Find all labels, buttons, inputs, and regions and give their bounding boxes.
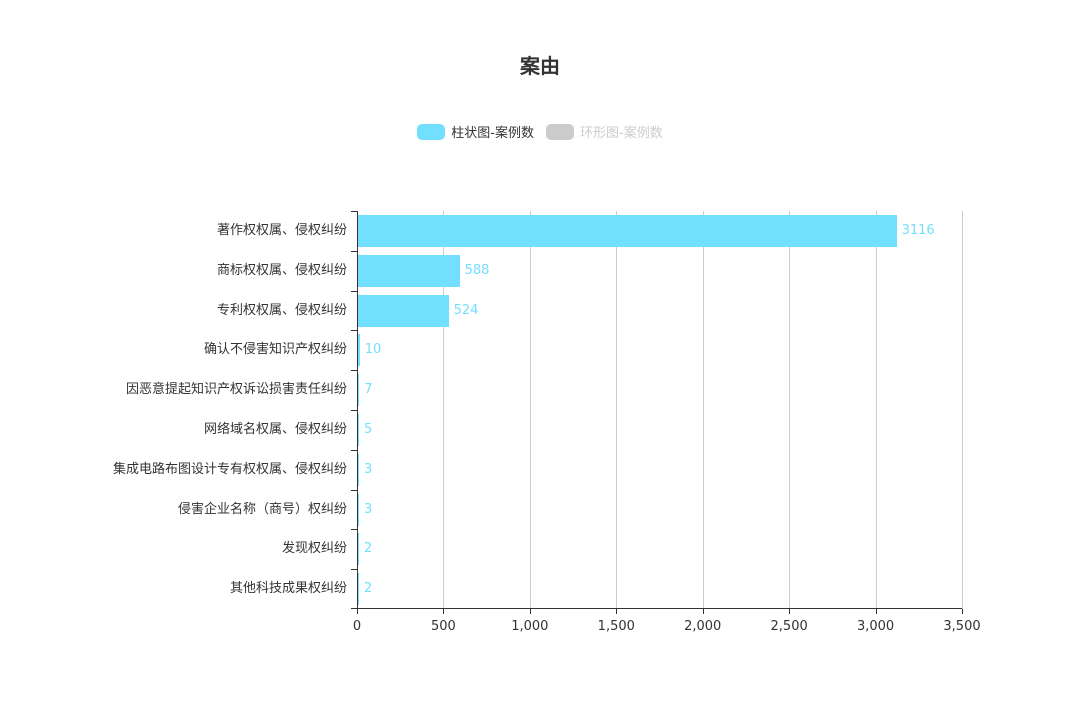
gridline [443, 211, 445, 609]
x-tick [789, 609, 791, 614]
category-label: 商标权权属、侵权纠纷 [216, 262, 347, 278]
x-tick-label: 500 [431, 619, 456, 634]
x-tick-label: 1,000 [511, 619, 549, 634]
bar[interactable] [358, 374, 360, 407]
x-tick-label: 2,000 [684, 619, 722, 634]
bar-value-label: 3 [364, 501, 373, 517]
x-axis-line [351, 608, 962, 609]
gridline [616, 211, 618, 609]
x-tick [962, 609, 963, 614]
chart-title: 案由 [520, 54, 560, 78]
x-tick [875, 609, 877, 614]
y-tick [351, 211, 357, 212]
bar-value-label: 2 [364, 581, 373, 597]
legend-swatch-bar [417, 123, 446, 140]
bar[interactable] [358, 533, 359, 566]
bar[interactable] [358, 294, 449, 327]
y-tick [351, 290, 357, 292]
category-label: 著作权权属、侵权纠纷 [216, 223, 347, 238]
y-tick [351, 330, 357, 332]
bar-value-label: 2 [364, 541, 373, 557]
plot-area: 3116 588 524 10 7 5 3 3 2 2 [351, 211, 963, 614]
legend: 柱状图-案例数 环形图-案例数 [0, 122, 1080, 141]
y-tick [351, 250, 357, 252]
y-tick [351, 410, 357, 411]
legend-label-bar: 柱状图-案例数 [451, 126, 534, 141]
x-tick [616, 609, 618, 614]
y-tick [351, 370, 357, 372]
category-label: 侵害企业名称（商号）权纠纷 [177, 501, 347, 517]
y-axis-line [357, 211, 358, 609]
bar-value-label: 3116 [901, 223, 935, 238]
category-label: 因恶意提起知识产权诉讼损害责任纠纷 [125, 382, 347, 398]
bar[interactable] [358, 453, 359, 486]
legend-item-ring[interactable]: 环形图-案例数 [546, 122, 663, 141]
category-label: 网络域名权属、侵权纠纷 [203, 422, 347, 437]
bar-value-label: 7 [364, 382, 373, 398]
bar[interactable] [358, 334, 360, 367]
category-label: 集成电路布图设计专有权权属、侵权纠纷 [112, 461, 347, 477]
x-tick-label: 3,500 [943, 619, 981, 634]
x-tick [702, 609, 704, 614]
bar-value-label: 10 [364, 342, 382, 358]
y-tick [351, 449, 357, 451]
gridline [962, 211, 963, 609]
gridline [789, 211, 791, 609]
legend-item-bar[interactable]: 柱状图-案例数 [417, 122, 534, 141]
x-tick [529, 609, 531, 614]
x-tick [443, 609, 445, 614]
bar[interactable] [358, 493, 359, 526]
bar[interactable] [358, 414, 359, 446]
category-label: 确认不侵害知识产权纠纷 [203, 342, 347, 358]
legend-label-ring: 环形图-案例数 [580, 126, 663, 141]
bar[interactable] [358, 254, 460, 287]
bar[interactable] [358, 573, 359, 606]
category-label: 其他科技成果权纠纷 [229, 581, 347, 597]
bar-value-label: 3 [364, 461, 373, 477]
gridline [875, 211, 877, 609]
x-tick-label: 3,000 [856, 619, 895, 634]
category-label: 专利权权属、侵权纠纷 [216, 302, 347, 318]
x-tick-label: 1,500 [597, 619, 635, 634]
x-tick [357, 609, 358, 614]
category-label: 发现权纠纷 [281, 541, 347, 557]
y-tick [351, 489, 357, 491]
y-tick [351, 569, 357, 571]
bar-value-label: 524 [453, 302, 479, 318]
bar-value-label: 5 [364, 422, 373, 437]
x-tick-label: 0 [352, 619, 362, 634]
legend-swatch-ring [546, 123, 574, 140]
gridline [702, 211, 704, 609]
x-tick-label: 2,500 [770, 619, 808, 634]
gridline [529, 211, 531, 609]
bar[interactable] [358, 215, 897, 247]
y-tick [351, 529, 357, 531]
bar-value-label: 588 [464, 262, 490, 278]
